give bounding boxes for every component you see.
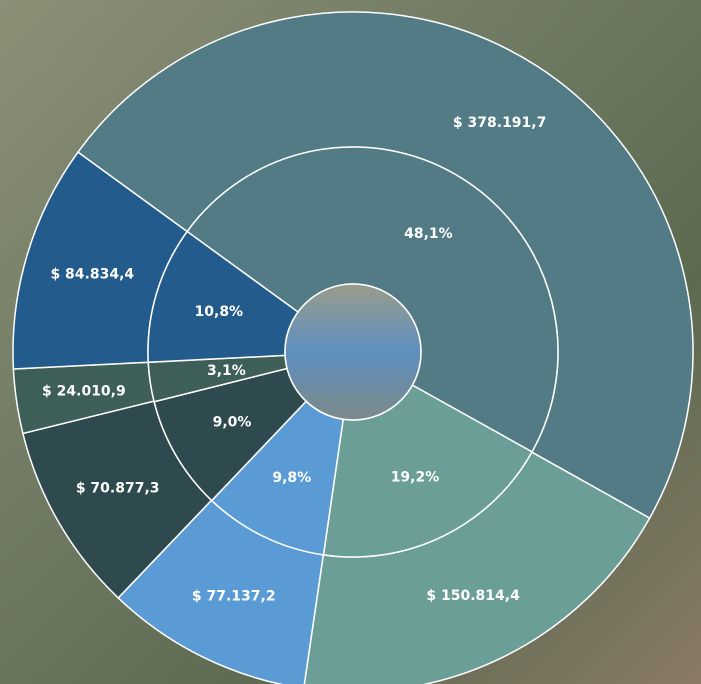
share-label: 19,2% (391, 470, 440, 486)
value-label: $ 150.814,4 (426, 588, 520, 604)
value-label: $ 77.137,2 (192, 588, 276, 604)
share-label: 9,0% (213, 415, 252, 431)
value-label: $ 378.191,7 (453, 115, 546, 131)
value-label: $ 70.877,3 (76, 480, 160, 496)
share-label: 3,1% (207, 363, 246, 379)
center-hole (284, 283, 422, 421)
share-label: 9,8% (272, 470, 311, 486)
share-label: 48,1% (404, 226, 453, 242)
value-label: $ 24.010,9 (42, 384, 126, 400)
value-label: $ 84.834,4 (50, 266, 134, 282)
share-label: 10,8% (195, 304, 244, 320)
